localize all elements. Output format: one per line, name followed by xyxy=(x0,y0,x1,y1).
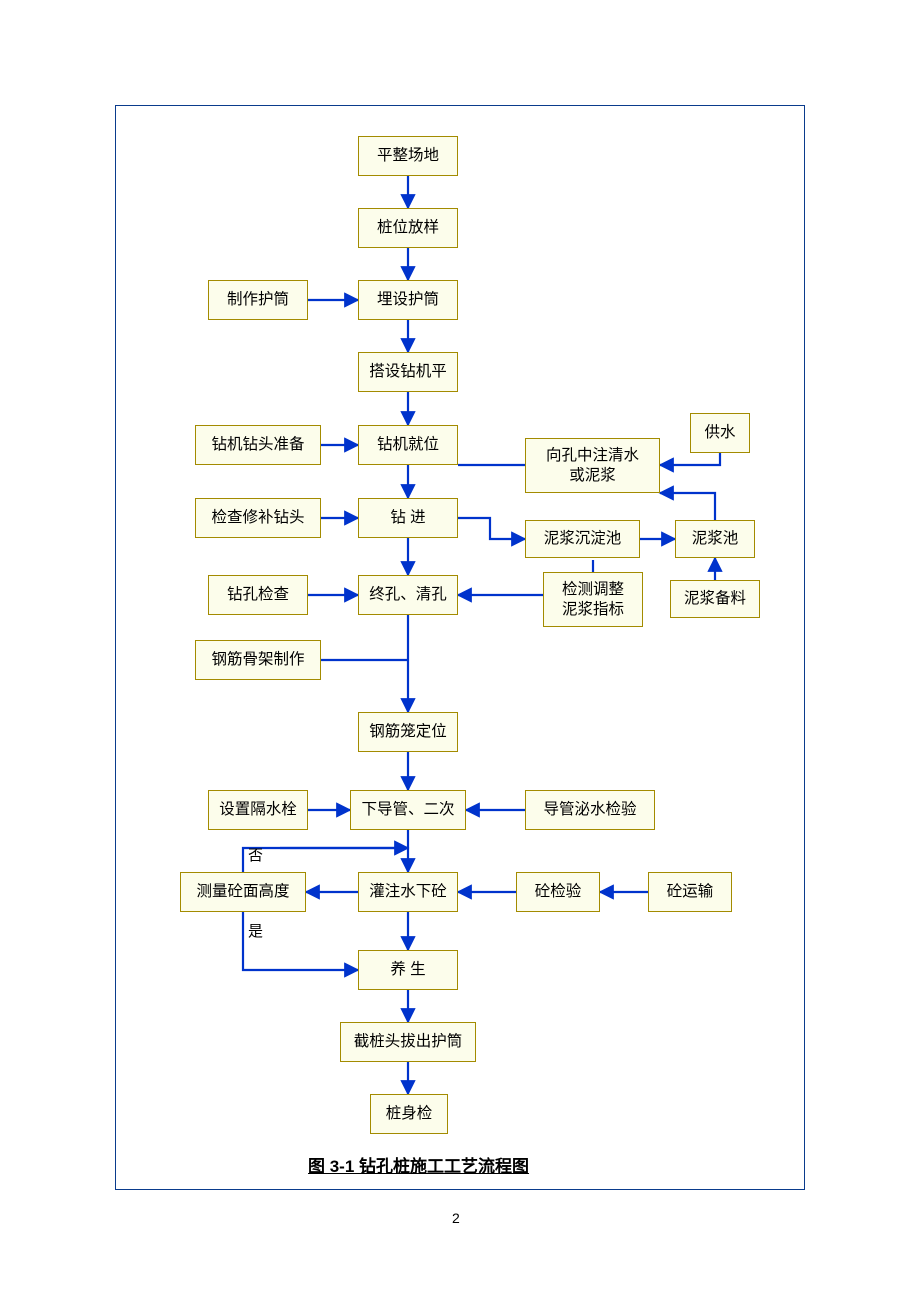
node-n8a: 钢筋骨架制作 xyxy=(195,640,321,680)
node-n5a: 钻机钻头准备 xyxy=(195,425,321,465)
node-n11c: 砼运输 xyxy=(648,872,732,912)
node-n10a: 设置隔水栓 xyxy=(208,790,308,830)
node-r6: 检测调整泥浆指标 xyxy=(543,572,643,627)
node-n13: 截桩头拔出护筒 xyxy=(340,1022,476,1062)
node-n3: 埋设护筒 xyxy=(358,280,458,320)
caption: 图 3-1 钻孔桩施工工艺流程图 xyxy=(308,1152,529,1177)
node-n12: 养 生 xyxy=(358,950,458,990)
node-r2: 供水 xyxy=(690,413,750,453)
node-n14: 桩身检 xyxy=(370,1094,448,1134)
node-n11b: 砼检验 xyxy=(516,872,600,912)
node-r5: 泥浆备料 xyxy=(670,580,760,618)
node-n6: 钻 进 xyxy=(358,498,458,538)
node-n5: 钻机就位 xyxy=(358,425,458,465)
node-r1: 向孔中注清水或泥浆 xyxy=(525,438,660,493)
node-n7: 终孔、清孔 xyxy=(358,575,458,615)
page: 平整场地桩位放样埋设护筒 制作护筒搭设钻机平钻机就位钻机钻头准备钻 进检查修补钻头… xyxy=(0,0,920,1302)
node-n1: 平整场地 xyxy=(358,136,458,176)
edge-label: 否 xyxy=(248,844,263,865)
page-number: 2 xyxy=(452,1210,460,1226)
node-n11: 灌注水下砼 xyxy=(358,872,458,912)
node-n7a: 钻孔检查 xyxy=(208,575,308,615)
node-r4: 泥浆池 xyxy=(675,520,755,558)
node-n10b: 导管泌水检验 xyxy=(525,790,655,830)
node-n6a: 检查修补钻头 xyxy=(195,498,321,538)
node-r3: 泥浆沉淀池 xyxy=(525,520,640,558)
node-n3a: 制作护筒 xyxy=(208,280,308,320)
edge-label: 是 xyxy=(248,920,263,941)
node-n4: 搭设钻机平 xyxy=(358,352,458,392)
node-n10: 下导管、二次 xyxy=(350,790,466,830)
node-n11a: 测量砼面高度 xyxy=(180,872,306,912)
node-n2: 桩位放样 xyxy=(358,208,458,248)
node-n9: 钢筋笼定位 xyxy=(358,712,458,752)
